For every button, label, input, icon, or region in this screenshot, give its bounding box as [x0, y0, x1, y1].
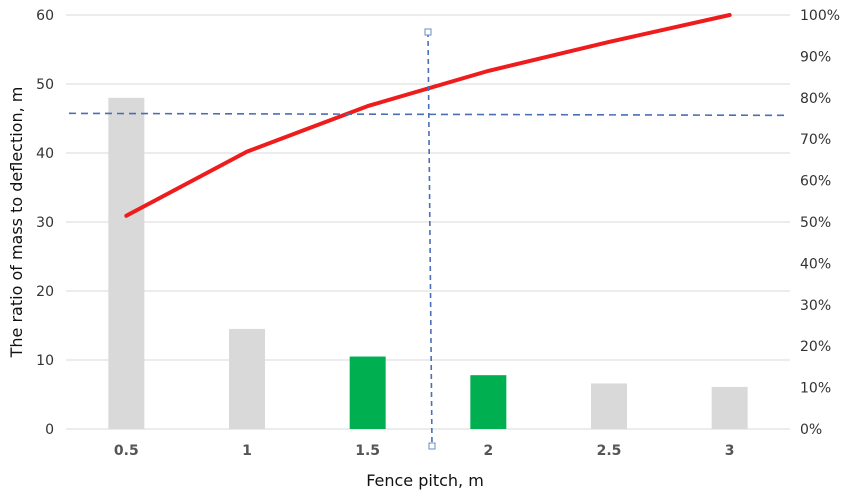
bar	[108, 97, 145, 430]
bar	[470, 375, 507, 429]
y2-tick-label: 0%	[800, 422, 822, 438]
y2-tick-label: 20%	[800, 339, 831, 355]
y2-tick-label: 40%	[800, 256, 831, 272]
x-axis-ticks: 0.5 1 1.5 2 2.5 3	[114, 443, 735, 459]
y-tick-label: 30	[36, 215, 54, 231]
y-axis-ticks: 0 10 20 30 40 50 60	[36, 8, 54, 438]
x-tick-label: 1.5	[355, 443, 380, 459]
x-tick-label: 2.5	[597, 443, 622, 459]
y2-tick-label: 60%	[800, 174, 831, 190]
y-axis-label: The ratio of mass to deflection, m	[7, 87, 26, 359]
y2-tick-label: 50%	[800, 215, 831, 231]
y2-tick-label: 100%	[800, 8, 840, 24]
y-tick-label: 60	[36, 8, 54, 24]
x-tick-label: 0.5	[114, 443, 139, 459]
y-tick-label: 10	[36, 353, 54, 369]
x-axis-label: Fence pitch, m	[366, 471, 484, 490]
y-tick-label: 40	[36, 146, 54, 162]
y2-tick-label: 10%	[800, 381, 831, 397]
y2-axis-ticks: 0% 10% 20% 30% 40% 50% 60% 70% 80% 90% 100%	[800, 8, 840, 438]
vertical-reference-line	[427, 31, 433, 447]
y2-tick-label: 70%	[800, 132, 831, 148]
x-tick-label: 1	[242, 443, 252, 459]
bar	[229, 328, 265, 429]
y-tick-label: 50	[36, 77, 54, 93]
y2-tick-label: 90%	[800, 49, 831, 65]
reference-lines	[68, 28, 788, 450]
bar	[711, 386, 748, 429]
bar	[591, 383, 627, 429]
x-tick-label: 3	[725, 443, 735, 459]
reference-line-handle	[428, 442, 436, 450]
y-tick-label: 0	[45, 422, 54, 438]
x-tick-label: 2	[483, 443, 493, 459]
bar	[349, 356, 386, 429]
y2-tick-label: 30%	[800, 298, 831, 314]
bar-series	[108, 97, 748, 430]
reference-line-handle	[424, 28, 432, 36]
gridlines	[66, 14, 790, 430]
y-tick-label: 20	[36, 284, 54, 300]
y2-tick-label: 80%	[800, 91, 831, 107]
